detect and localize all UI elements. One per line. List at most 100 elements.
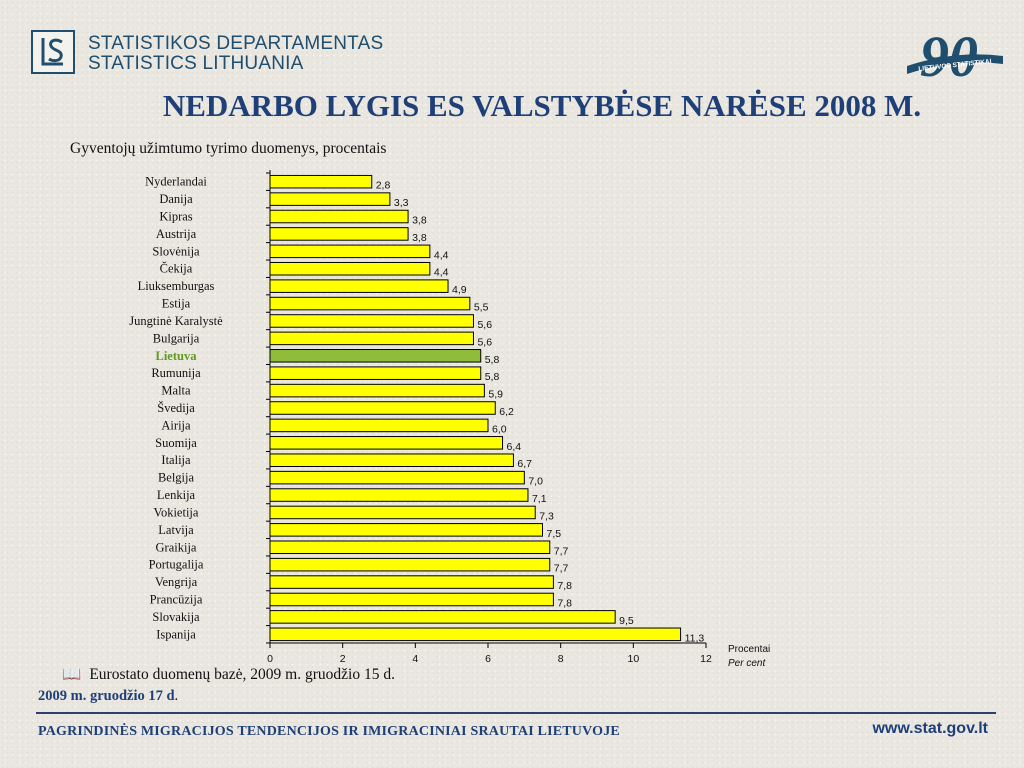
data-label: 7,0 [528,476,543,488]
data-label: 11,3 [685,632,705,644]
category-label: Graikija [156,540,197,554]
category-label: Suomija [155,436,197,450]
data-label: 4,4 [434,249,449,261]
category-label: Rumunija [151,366,201,380]
category-label: Jungtinė Karalystė [129,314,223,328]
data-label: 4,4 [434,267,449,279]
source-text: Eurostato duomenų bazė, 2009 m. gruodžio… [89,666,395,683]
website-link[interactable]: www.stat.gov.lt [872,720,988,737]
bar [269,523,543,537]
bar-highlight [269,349,482,363]
category-label: Vengrija [155,575,198,589]
bar [269,453,514,467]
book-icon: 📖 [62,666,82,683]
data-label: 7,7 [554,545,569,557]
data-label: 5,5 [474,302,489,314]
category-label: Ispanija [156,627,196,641]
bar [269,540,551,555]
bar [269,279,449,293]
category-label: Vokietija [154,505,199,519]
chart-subtitle: Gyventojų užimtumo tyrimo duomenys, proc… [70,140,387,157]
data-label: 7,7 [554,563,569,575]
category-label: Lietuva [156,349,198,363]
data-label: 6,0 [492,423,507,435]
bar [269,401,496,415]
category-label: Latvija [158,523,194,537]
category-label: Belgija [158,471,195,485]
bar [269,592,554,607]
chart-axes: 0 2 4 6 8 10 12 [266,170,712,665]
bar [269,192,391,206]
bar [269,296,471,311]
category-label: Austrija [156,227,197,241]
bar [269,331,474,346]
bar [269,314,474,328]
release-date-period: . [174,688,179,704]
data-label: 2,8 [376,180,391,192]
chart-labels: 2,8 Nyderlandai 3,3 Danija 3,8 Kipras 3,8 Austr… [129,175,704,645]
data-label: 3,8 [412,232,427,244]
category-label: Estija [162,297,191,311]
data-label: 7,5 [547,528,562,540]
bar [269,575,554,589]
data-label: 7,3 [539,510,554,522]
category-label: Lenkija [157,488,196,502]
x-tick-label: 8 [558,653,564,665]
data-label: 6,4 [507,441,522,453]
data-label: 4,9 [452,284,467,296]
org-name-english: STATISTICS LITHUANIA [88,53,304,74]
category-label: Liuksemburgas [138,279,215,293]
x-tick-label: 4 [412,653,418,665]
category-label: Portugalija [149,558,204,572]
data-label: 7,1 [532,493,547,505]
x-axis-title-english: Per cent [728,658,766,669]
release-date-text: 2009 m. gruodžio 17 d [38,688,175,704]
category-label: Airija [161,418,191,432]
bar [269,488,529,502]
bar [269,366,482,380]
category-label: Prancūzija [150,592,203,606]
bar [269,383,485,398]
x-tick-label: 6 [485,653,491,665]
x-axis-title: Procentai [728,644,770,655]
data-label: 5,8 [485,354,500,366]
data-label: 5,8 [485,371,500,383]
data-label: 5,6 [477,336,492,348]
data-label: 5,9 [488,389,503,401]
bar [269,627,682,642]
bar [269,505,536,520]
footer-title: PAGRINDINĖS MIGRACIJOS TENDENCIJOS IR IM… [38,724,620,739]
data-label: 7,8 [557,597,572,609]
bar [269,470,525,485]
data-label: 7,8 [557,580,572,592]
statistics-logo [31,30,75,74]
data-label: 3,3 [394,197,409,209]
bar [269,610,616,624]
release-date: 2009 m. gruodžio 17 d. [38,688,178,705]
category-label: Danija [159,192,193,206]
category-label: Švedija [157,401,195,415]
org-name: STATISTIKOS DEPARTAMENTAS [88,33,384,54]
x-tick-label: 0 [267,653,273,665]
category-label: Slovėnija [152,244,200,258]
bar [269,418,489,433]
category-label: Italija [161,453,191,467]
bar [269,174,373,189]
data-label: 6,2 [499,406,514,418]
bar [269,557,551,572]
data-label: 3,8 [412,215,427,227]
category-label: Čekija [160,262,193,276]
bar [269,227,409,241]
x-tick-label: 2 [340,653,346,665]
bar [269,209,409,224]
bar [269,261,431,276]
category-label: Nyderlandai [145,175,207,189]
category-label: Slovakija [152,610,200,624]
anniversary-logo: 90 LIETUVOS STATISTIKAI [907,26,1003,86]
x-tick-label: 10 [627,653,639,665]
page-title: NEDARBO LYGIS ES VALSTYBĖSE NARĖSE 2008 … [162,88,922,123]
data-source: 📖 Eurostato duomenų bazė, 2009 m. gruodži… [62,665,395,684]
x-tick-label: 12 [700,653,712,665]
category-label: Kipras [159,210,192,224]
